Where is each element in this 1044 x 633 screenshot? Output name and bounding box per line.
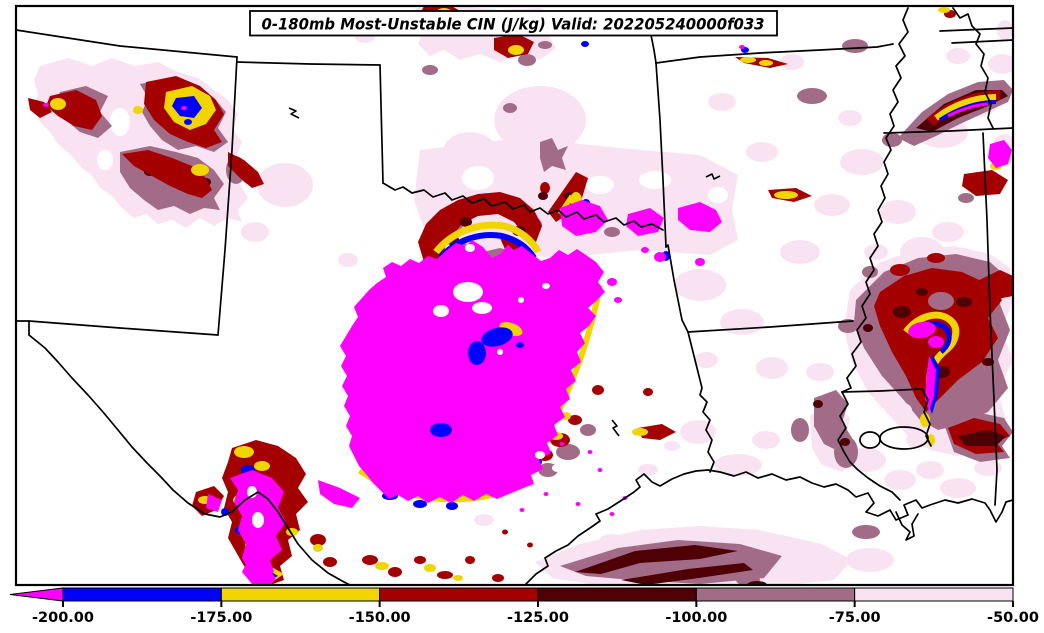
border-nm-tx-panhandle xyxy=(217,56,238,336)
colorbar-segment xyxy=(379,587,539,602)
border-tennessee-river xyxy=(952,7,994,129)
lake-maurepas xyxy=(859,431,881,449)
border-ok-panhandle-south xyxy=(236,61,381,66)
colorbar-segment xyxy=(220,587,381,602)
title-box-background xyxy=(249,10,778,37)
colorbar-tick-label: -100.00 xyxy=(665,610,727,626)
colorbar-tick-label: -175.00 xyxy=(190,610,252,626)
small-lake-glyph-houston xyxy=(611,419,620,437)
small-lake-glyph-east xyxy=(705,173,721,180)
border-mo-ar xyxy=(655,43,894,64)
colorbar-segment xyxy=(854,587,1014,602)
border-tn-corner xyxy=(939,27,1013,44)
border-mississippi-river xyxy=(841,7,909,393)
state-borders xyxy=(16,7,1013,585)
border-ms-delta xyxy=(895,511,919,541)
border-tx-east xyxy=(665,244,715,473)
small-lake-glyph-west xyxy=(288,107,300,119)
border-mississippi-river-lower xyxy=(837,391,901,501)
colorbar-segment xyxy=(62,587,222,602)
border-ok-west xyxy=(379,64,384,184)
border-red-river xyxy=(382,182,664,231)
border-ok-mo xyxy=(650,34,657,64)
border-la-ms xyxy=(841,388,923,393)
colorbar-tick-label: -50.00 xyxy=(987,610,1039,626)
colorbar-segment xyxy=(695,587,856,602)
colorbar-tick-label: -125.00 xyxy=(507,610,569,626)
contour-level-magenta xyxy=(43,45,1012,585)
colorbar-segment xyxy=(537,587,697,602)
title-box: 0-180mb Most-Unstable CIN (J/kg) Valid: … xyxy=(249,10,778,37)
map-title: 0-180mb Most-Unstable CIN (J/kg) Valid: … xyxy=(262,15,765,34)
border-ar-la xyxy=(687,320,854,333)
colorbar: -200.00 -175.00 -150.00 -125.00 -100.00 -75.0… xyxy=(9,587,1039,626)
map-frame xyxy=(14,4,1015,587)
border-nm-co xyxy=(16,29,238,58)
colorbar-tick-label: -150.00 xyxy=(349,610,411,626)
border-rio-grande xyxy=(28,334,352,585)
colorbar-tick-label: -75.00 xyxy=(829,610,881,626)
colorbar-extend-arrow xyxy=(9,587,64,602)
colorbar-tick-label: -200.00 xyxy=(32,610,94,626)
border-nm-mexico xyxy=(16,320,30,336)
border-tn-ms-al xyxy=(883,127,1013,134)
border-ok-ar xyxy=(655,62,667,248)
border-ms-al xyxy=(982,132,998,506)
border-tx-nm-32n xyxy=(28,320,219,336)
border-pearl-river xyxy=(921,388,932,447)
border-gulf-coast xyxy=(524,469,1013,585)
